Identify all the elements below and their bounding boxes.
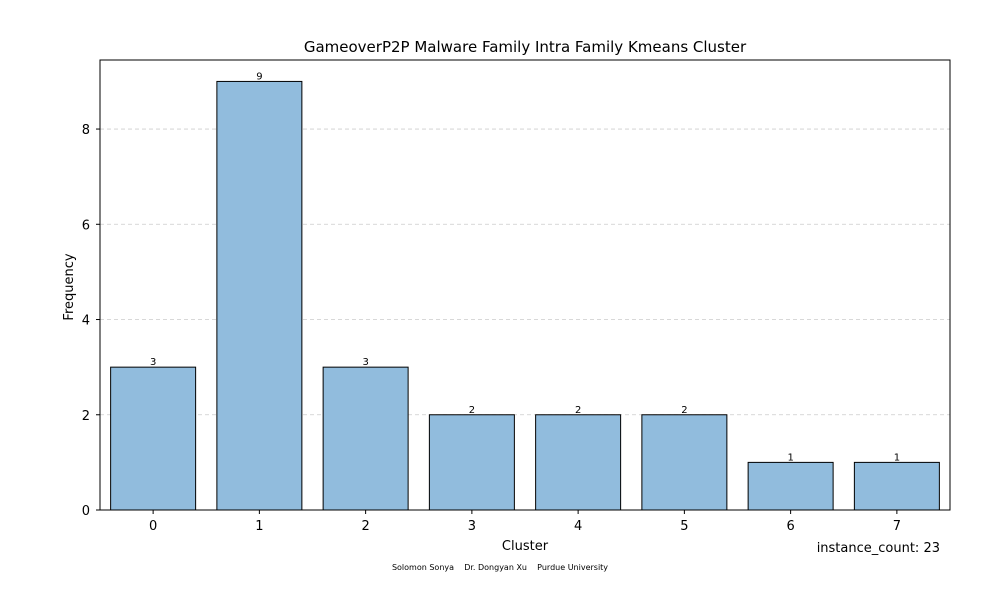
bar-cluster-4 xyxy=(535,414,622,511)
instance-count-annotation: instance_count: 23 xyxy=(817,541,940,556)
y-tick-label-8: 8 xyxy=(82,123,90,138)
y-axis-label: Frequency xyxy=(62,253,77,320)
data-label-cluster-0: 3 xyxy=(150,357,156,368)
bar-cluster-1 xyxy=(216,80,303,511)
data-label-cluster-5: 2 xyxy=(681,405,687,416)
x-tick-label-1: 1 xyxy=(255,519,263,534)
y-tick-label-0: 0 xyxy=(82,504,90,519)
y-ticks: 0 2 4 6 8 xyxy=(82,123,100,519)
data-label-cluster-2: 3 xyxy=(362,357,368,368)
x-tick-label-2: 2 xyxy=(361,519,369,534)
x-tick-label-5: 5 xyxy=(680,519,688,534)
bar-cluster-5 xyxy=(641,414,728,511)
y-tick-label-4: 4 xyxy=(82,314,90,329)
x-ticks: 0 1 2 3 4 5 6 7 xyxy=(149,510,901,534)
x-axis-label: Cluster xyxy=(502,539,549,554)
data-label-cluster-4: 2 xyxy=(575,405,581,416)
x-tick-label-0: 0 xyxy=(149,519,157,534)
y-tick-label-6: 6 xyxy=(82,218,90,233)
bar-cluster-0 xyxy=(110,366,197,511)
x-tick-label-3: 3 xyxy=(468,519,476,534)
data-label-cluster-7: 1 xyxy=(894,452,900,463)
bars xyxy=(110,80,940,511)
x-tick-label-4: 4 xyxy=(574,519,582,534)
bar-cluster-3 xyxy=(428,414,515,511)
x-tick-label-6: 6 xyxy=(786,519,794,534)
bar-cluster-6 xyxy=(747,461,834,511)
x-tick-label-7: 7 xyxy=(893,519,901,534)
plot-frame xyxy=(99,59,951,511)
bar-cluster-2 xyxy=(322,366,409,511)
data-label-cluster-1: 9 xyxy=(256,71,262,82)
data-label-cluster-3: 2 xyxy=(469,405,475,416)
bar-cluster-7 xyxy=(853,461,940,511)
chart-title: GameoverP2P Malware Family Intra Family … xyxy=(304,38,747,56)
data-label-cluster-6: 1 xyxy=(787,452,793,463)
data-labels: 3 9 3 2 2 2 1 1 xyxy=(150,71,900,463)
axes xyxy=(99,59,951,511)
y-tick-label-2: 2 xyxy=(82,409,90,424)
footer-credit: Solomon Sonya Dr. Dongyan Xu Purdue Univ… xyxy=(392,563,608,572)
